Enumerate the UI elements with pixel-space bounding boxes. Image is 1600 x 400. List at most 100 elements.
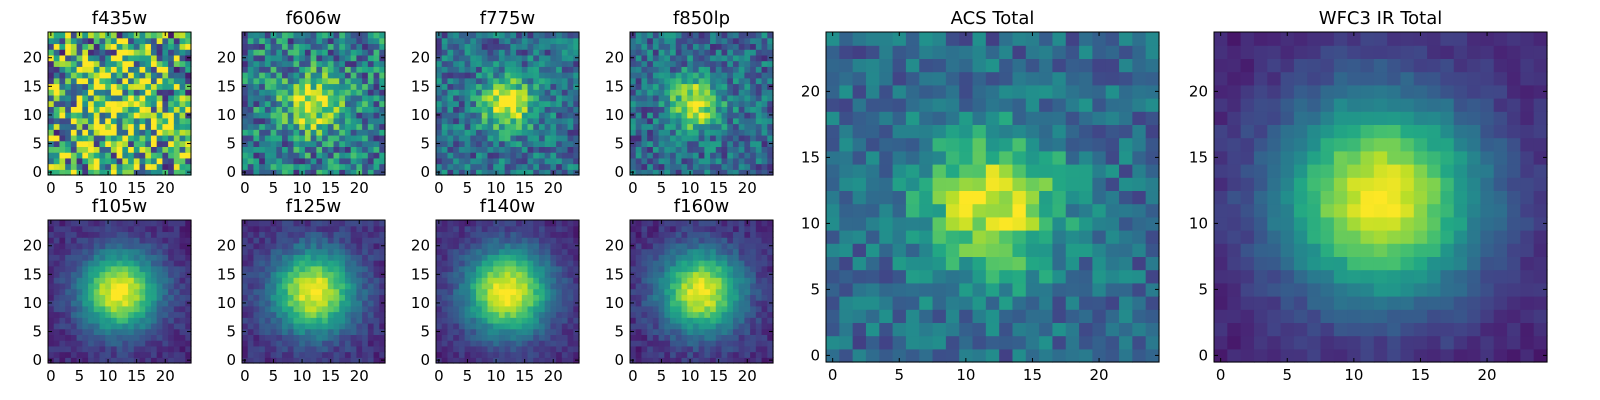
heatmap-cell	[767, 123, 774, 130]
heatmap-cell	[721, 37, 728, 45]
heatmap-cell	[767, 134, 774, 142]
heatmap-cell	[322, 271, 329, 278]
heatmap-cell	[259, 152, 266, 159]
heatmap-cell	[150, 66, 158, 73]
heatmap-cell	[162, 317, 169, 324]
heatmap-cell	[630, 77, 637, 85]
heatmap-cell	[276, 231, 283, 238]
heatmap-cell	[282, 300, 289, 307]
heatmap-cell	[99, 66, 106, 73]
heatmap-cell	[453, 225, 460, 233]
heatmap-cell	[704, 311, 711, 318]
heatmap-cell	[76, 260, 83, 267]
heatmap-cell	[504, 163, 511, 170]
heatmap-cell	[276, 54, 283, 62]
heatmap-cell	[573, 311, 580, 318]
heatmap-cell	[556, 60, 563, 67]
heatmap-cell	[556, 231, 563, 238]
heatmap-cell	[658, 112, 665, 119]
heatmap-cell	[70, 123, 78, 130]
heatmap-cell	[82, 231, 89, 238]
heatmap-cell	[344, 37, 352, 45]
heatmap-cell	[145, 169, 152, 176]
heatmap-cell	[373, 282, 380, 290]
heatmap-cell	[521, 140, 529, 147]
heatmap-cell	[658, 106, 665, 113]
heatmap-cell	[344, 32, 352, 39]
heatmap-cell	[362, 271, 369, 278]
heatmap-cell	[516, 140, 523, 147]
heatmap-cell	[447, 322, 454, 330]
heatmap-cell	[53, 152, 61, 159]
heatmap-cell	[476, 231, 483, 238]
heatmap-cell	[333, 248, 340, 255]
heatmap-cell	[179, 328, 186, 335]
heatmap-cell	[322, 300, 329, 307]
heatmap-cell	[681, 100, 688, 107]
y-tick-label: 5	[420, 323, 430, 341]
heatmap-cell	[128, 311, 135, 318]
heatmap-cell	[133, 163, 141, 170]
heatmap-cell	[173, 37, 181, 45]
heatmap-cell	[732, 163, 740, 170]
heatmap-cell	[65, 37, 72, 45]
heatmap-cell	[116, 317, 123, 324]
heatmap-cell	[470, 169, 477, 176]
heatmap-cell	[299, 351, 306, 358]
heatmap-cell	[441, 32, 449, 39]
heatmap-cell	[344, 340, 352, 347]
heatmap-cell	[710, 112, 717, 119]
heatmap-cell	[253, 123, 260, 130]
heatmap-cell	[504, 351, 511, 358]
heatmap-cell	[304, 152, 312, 159]
heatmap-cell	[264, 345, 272, 353]
heatmap-cell	[76, 265, 83, 273]
heatmap-cell	[436, 106, 443, 113]
heatmap-cell	[133, 140, 141, 147]
heatmap-cell	[550, 305, 557, 313]
heatmap-cell	[93, 231, 101, 238]
heatmap-cell	[110, 357, 118, 364]
heatmap-cell	[316, 322, 323, 330]
heatmap-cell	[521, 305, 529, 313]
heatmap-cell	[447, 225, 454, 233]
heatmap-cell	[247, 94, 255, 102]
heatmap-cell	[362, 237, 369, 244]
heatmap-cell	[344, 271, 352, 278]
heatmap-cell	[247, 322, 255, 330]
heatmap-cell	[259, 248, 266, 255]
y-tick-label: 15	[217, 77, 236, 95]
heatmap-cell	[168, 146, 175, 153]
heatmap-cell	[567, 94, 574, 102]
heatmap-cell	[316, 334, 323, 341]
heatmap-cell	[373, 43, 380, 50]
heatmap-cell	[464, 100, 471, 107]
heatmap-cell	[110, 242, 118, 250]
heatmap-cell	[715, 277, 723, 284]
heatmap-cell	[436, 225, 443, 233]
heatmap-cell	[710, 317, 717, 324]
heatmap-cell	[310, 77, 317, 85]
heatmap-cell	[82, 100, 89, 107]
heatmap-cell	[356, 322, 363, 330]
heatmap-cell	[185, 163, 192, 170]
heatmap-cell	[681, 43, 688, 50]
heatmap-cell	[367, 254, 375, 261]
heatmap-cell	[544, 300, 551, 307]
heatmap-cell	[738, 100, 745, 107]
heatmap-cell	[441, 345, 449, 353]
heatmap-cell	[156, 77, 163, 85]
heatmap-cell	[441, 265, 449, 273]
heatmap-cell	[162, 49, 169, 56]
heatmap-cell	[356, 300, 363, 307]
heatmap-cell	[447, 328, 454, 335]
heatmap-cell	[732, 49, 740, 56]
heatmap-cell	[53, 300, 61, 307]
heatmap-cell	[93, 265, 101, 273]
heatmap-cell	[652, 37, 660, 45]
heatmap-cell	[738, 288, 745, 295]
heatmap-cell	[128, 254, 135, 261]
heatmap-cell	[744, 317, 751, 324]
heatmap-cell	[727, 157, 734, 165]
heatmap-cell	[327, 277, 335, 284]
